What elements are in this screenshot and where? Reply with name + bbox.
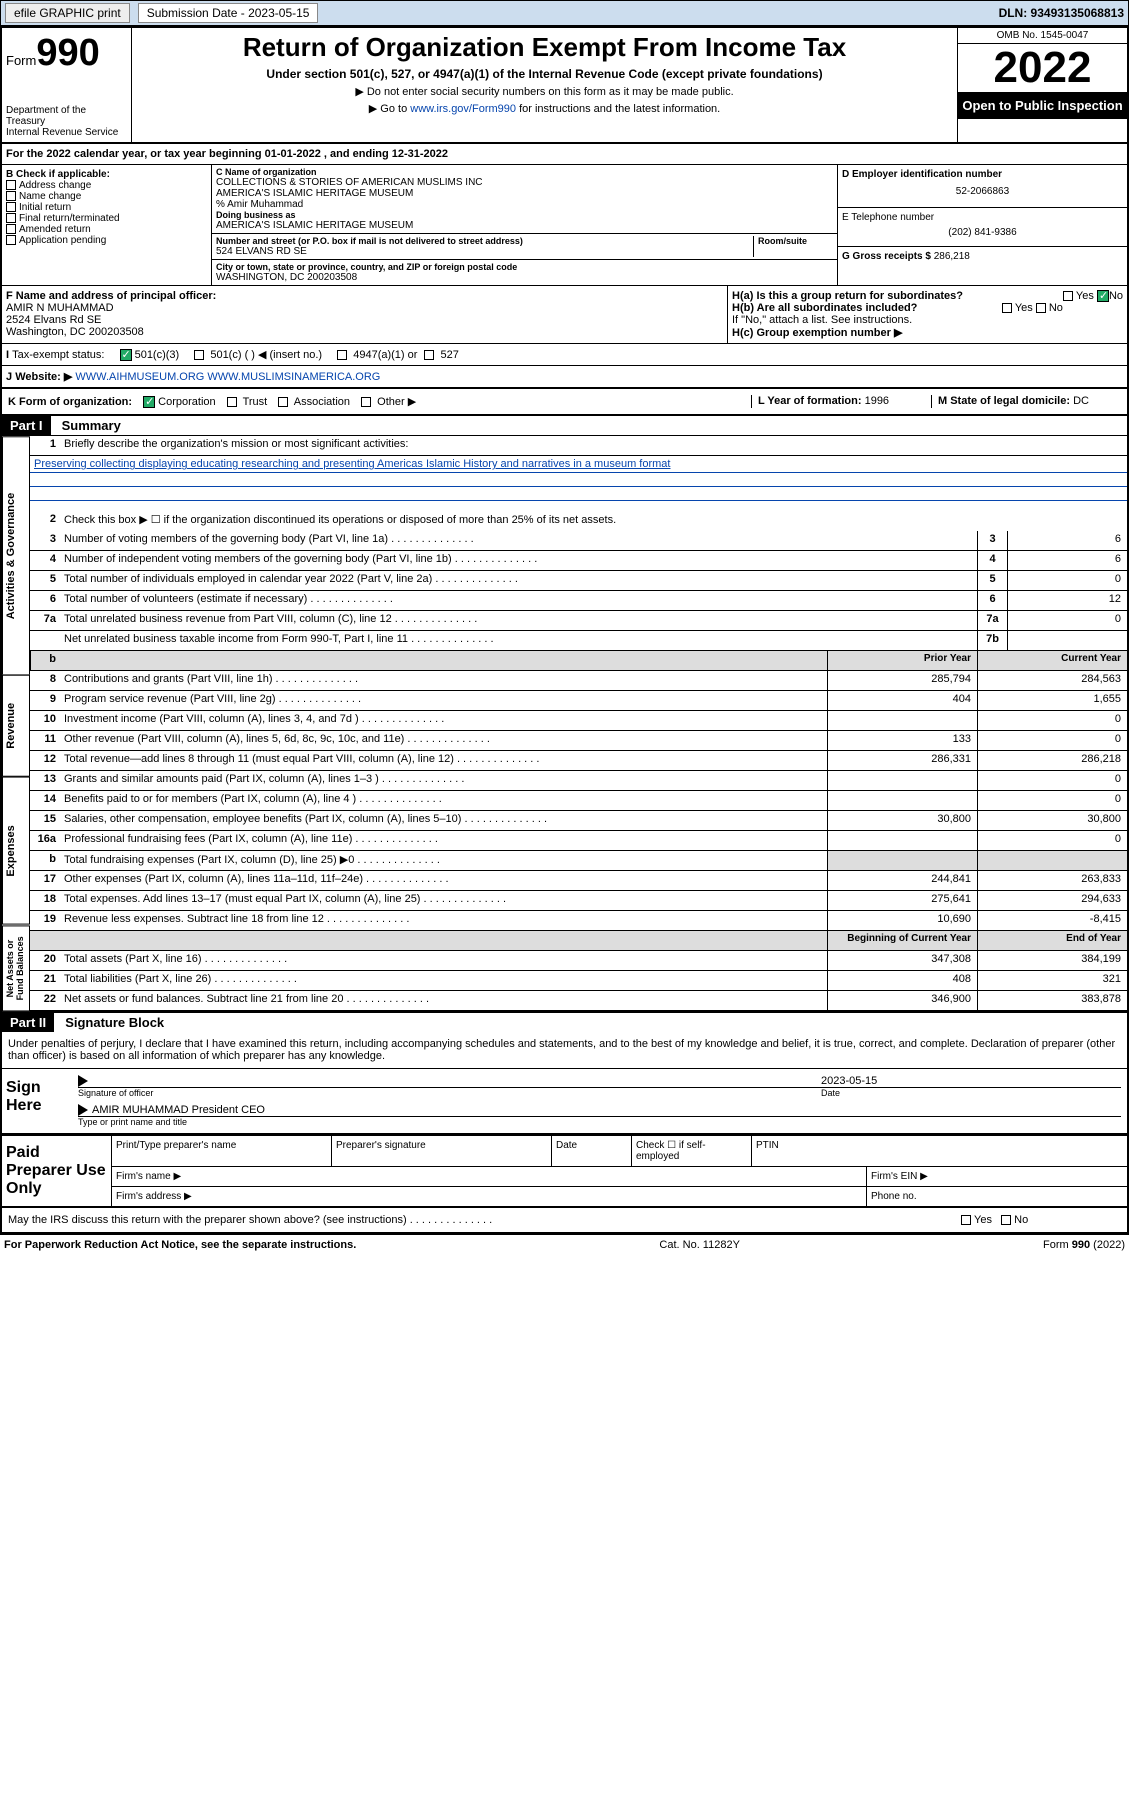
org-address: 524 ELVANS RD SE (216, 246, 753, 257)
mission-text: Preserving collecting displaying educati… (30, 456, 1127, 473)
part2-header: Part II (2, 1013, 54, 1032)
note-ssn: ▶ Do not enter social security numbers o… (136, 85, 953, 98)
table-row: 7aTotal unrelated business revenue from … (30, 611, 1127, 631)
org-name: COLLECTIONS & STORIES OF AMERICAN MUSLIM… (216, 177, 833, 188)
chk-final-return[interactable]: Final return/terminated (6, 213, 207, 224)
chk-app-pending[interactable]: Application pending (6, 235, 207, 246)
gross-receipts: 286,218 (934, 251, 970, 262)
table-row: 19Revenue less expenses. Subtract line 1… (30, 911, 1127, 931)
table-row: 18Total expenses. Add lines 13–17 (must … (30, 891, 1127, 911)
table-row: 21Total liabilities (Part X, line 26)408… (30, 971, 1127, 991)
dept-label: Department of the Treasury Internal Reve… (6, 105, 127, 138)
section-h: H(a) Is this a group return for subordin… (727, 286, 1127, 343)
table-row: Net unrelated business taxable income fr… (30, 631, 1127, 651)
irs-link[interactable]: www.irs.gov/Form990 (410, 103, 516, 115)
chk-initial-return[interactable]: Initial return (6, 202, 207, 213)
sign-here-label: Sign Here (2, 1069, 72, 1125)
table-row: bTotal fundraising expenses (Part IX, co… (30, 851, 1127, 871)
form-title: Return of Organization Exempt From Incom… (136, 32, 953, 63)
perjury-text: Under penalties of perjury, I declare th… (2, 1032, 1127, 1069)
tab-expenses: Expenses (2, 777, 30, 925)
table-row: 16aProfessional fundraising fees (Part I… (30, 831, 1127, 851)
paid-preparer-label: Paid Preparer Use Only (2, 1136, 112, 1206)
tab-activities-governance: Activities & Governance (2, 436, 30, 675)
omb-number: OMB No. 1545-0047 (958, 28, 1127, 44)
table-row: 22Net assets or fund balances. Subtract … (30, 991, 1127, 1011)
table-row: 15Salaries, other compensation, employee… (30, 811, 1127, 831)
table-row: 20Total assets (Part X, line 16)347,3083… (30, 951, 1127, 971)
officer-name: AMIR N MUHAMMAD (6, 302, 723, 314)
top-toolbar: efile GRAPHIC print Submission Date - 20… (0, 0, 1129, 26)
ein: 52-2066863 (842, 180, 1123, 203)
form-frame: Form990 Department of the Treasury Inter… (0, 26, 1129, 1234)
dln-label: DLN: 93493135068813 (999, 6, 1124, 20)
section-b: B Check if applicable: Address change Na… (2, 165, 212, 285)
table-row: 13Grants and similar amounts paid (Part … (30, 771, 1127, 791)
chk-name-change[interactable]: Name change (6, 191, 207, 202)
footer: For Paperwork Reduction Act Notice, see … (0, 1234, 1129, 1255)
line-k: K Form of organization: Corporation Trus… (2, 387, 1127, 416)
table-row: 3Number of voting members of the governi… (30, 531, 1127, 551)
line-a: For the 2022 calendar year, or tax year … (2, 144, 1127, 165)
table-row: 8Contributions and grants (Part VIII, li… (30, 671, 1127, 691)
table-row: 4Number of independent voting members of… (30, 551, 1127, 571)
part1-header: Part I (2, 416, 51, 435)
note-link: ▶ Go to www.irs.gov/Form990 for instruct… (136, 102, 953, 115)
table-row: 14Benefits paid to or for members (Part … (30, 791, 1127, 811)
arrow-icon (78, 1104, 88, 1116)
form-subtitle: Under section 501(c), 527, or 4947(a)(1)… (136, 67, 953, 81)
website-link[interactable]: WWW.AIHMUSEUM.ORG WWW.MUSLIMSINAMERICA.O… (75, 371, 380, 383)
table-row: 5Total number of individuals employed in… (30, 571, 1127, 591)
table-row: 17Other expenses (Part IX, column (A), l… (30, 871, 1127, 891)
arrow-icon (78, 1075, 88, 1087)
officer-name-title: AMIR MUHAMMAD President CEO (92, 1104, 265, 1116)
tax-year: 2022 (958, 44, 1127, 92)
line-i: I Tax-exempt status: 501(c)(3) 501(c) ( … (2, 343, 1127, 365)
discuss-row: May the IRS discuss this return with the… (2, 1206, 1127, 1232)
submission-date: Submission Date - 2023-05-15 (138, 3, 319, 23)
phone: (202) 841-9386 (842, 223, 1123, 242)
table-row: 11Other revenue (Part VIII, column (A), … (30, 731, 1127, 751)
efile-print-button[interactable]: efile GRAPHIC print (5, 3, 130, 23)
table-row: 10Investment income (Part VIII, column (… (30, 711, 1127, 731)
table-row: 6Total number of volunteers (estimate if… (30, 591, 1127, 611)
public-inspection: Open to Public Inspection (958, 92, 1127, 119)
line-j: J Website: ▶ WWW.AIHMUSEUM.ORG WWW.MUSLI… (2, 365, 1127, 387)
section-c: C Name of organization COLLECTIONS & STO… (212, 165, 837, 285)
sig-date: 2023-05-15 (821, 1075, 1121, 1087)
chk-amended-return[interactable]: Amended return (6, 224, 207, 235)
form-number: Form990 (6, 32, 127, 75)
table-row: 12Total revenue—add lines 8 through 11 (… (30, 751, 1127, 771)
chk-address-change[interactable]: Address change (6, 180, 207, 191)
tab-net-assets: Net Assets or Fund Balances (2, 925, 30, 1011)
tab-revenue: Revenue (2, 675, 30, 777)
table-row: 9Program service revenue (Part VIII, lin… (30, 691, 1127, 711)
org-city: WASHINGTON, DC 200203508 (216, 272, 833, 283)
